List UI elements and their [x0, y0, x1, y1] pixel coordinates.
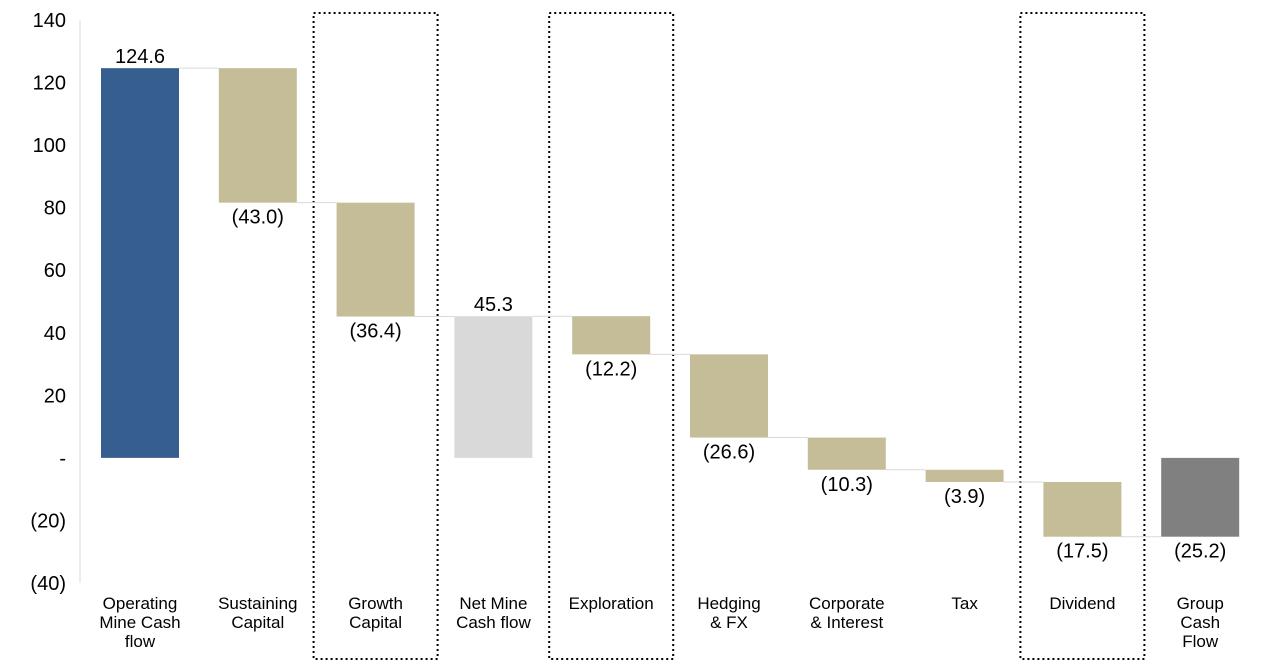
highlight-boxes [312, 12, 1146, 660]
bar-tax [925, 469, 1004, 482]
category-label-growth-capital: Growth Capital [348, 594, 403, 632]
y-tick-label: 140 [33, 10, 66, 32]
y-tick-label: 120 [33, 73, 66, 95]
y-tick-label: 60 [44, 260, 66, 282]
category-label-hedging-and-fx: Hedging & FX [697, 594, 760, 632]
category-label-net-mine-cash-flow: Net Mine Cash flow [456, 594, 531, 632]
category-label-tax: Tax [951, 594, 978, 613]
bars [101, 68, 1240, 537]
y-tick-label: 20 [44, 385, 66, 407]
value-label-growth-capital: (36.4) [349, 321, 401, 343]
value-label-tax: (3.9) [944, 486, 985, 508]
y-tick-label: - [59, 448, 66, 470]
bar-sustaining-capital [218, 68, 297, 203]
y-tick-label: 80 [44, 198, 66, 220]
highlight-box-growth-capital [312, 12, 439, 660]
category-label-sustaining-capital: Sustaining Capital [218, 594, 297, 632]
bar-hedging-and-fx [690, 354, 768, 438]
value-label-net-mine-cash-flow: 45.3 [474, 294, 513, 316]
bar-operating-mine-cash-flow [101, 68, 179, 458]
bar-growth-capital [336, 202, 415, 317]
category-label-group-cash-flow: Group Cash Flow [1177, 594, 1224, 651]
category-label-exploration: Exploration [569, 594, 654, 613]
y-tick-label: (20) [30, 510, 66, 532]
value-label-sustaining-capital: (43.0) [232, 207, 284, 229]
highlight-box-dividend [1019, 12, 1146, 660]
bar-dividend [1043, 481, 1122, 537]
y-axis: 140 120 100 80 60 40 20 - (20) (40) [30, 10, 81, 595]
value-label-hedging-and-fx: (26.6) [703, 442, 755, 464]
category-label-dividend: Dividend [1049, 594, 1115, 613]
connectors [179, 67, 1162, 538]
x-axis-labels: Operating Mine Cash flow Sustaining Capital G… [99, 594, 1223, 651]
value-label-exploration: (12.2) [585, 358, 637, 380]
bar-exploration [572, 316, 651, 355]
y-tick-label: (40) [30, 573, 66, 595]
value-label-corporate-and-interest: (10.3) [821, 474, 873, 496]
highlight-box-exploration [548, 12, 675, 660]
value-label-operating-mine-cash-flow: 124.6 [115, 46, 165, 68]
value-label-dividend: (17.5) [1056, 541, 1108, 563]
category-label-operating-mine-cash-flow: Operating Mine Cash flow [99, 594, 180, 651]
bar-net-mine-cash-flow [454, 316, 533, 458]
category-label-corporate-and-interest: Corporate & Interest [809, 594, 885, 632]
y-tick-label: 40 [44, 323, 66, 345]
y-tick-label: 100 [33, 135, 66, 157]
bar-group-cash-flow [1161, 457, 1240, 537]
value-labels: 124.6 (43.0) (36.4) 45.3 (12.2) (26.6) (10.3) (… [115, 46, 1226, 563]
bar-corporate-and-interest [807, 437, 886, 470]
value-label-group-cash-flow: (25.2) [1174, 541, 1226, 563]
